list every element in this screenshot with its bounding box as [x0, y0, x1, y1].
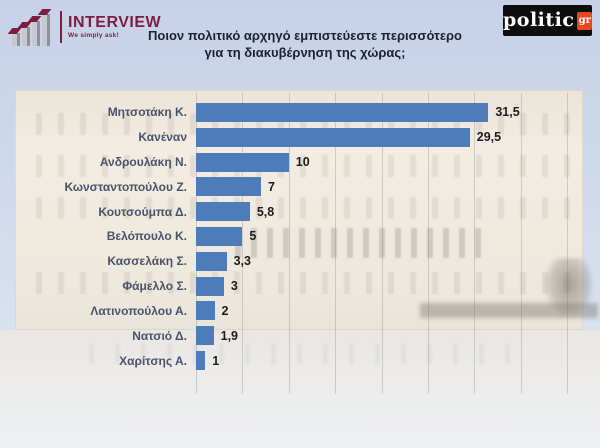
building-window-row: [20, 197, 580, 219]
value-label: 3,3: [233, 254, 251, 269]
gridline: [381, 93, 383, 394]
chart-row: Κανέναν 29,5: [0, 125, 600, 150]
bar: [196, 102, 489, 122]
value-label: 31,5: [495, 105, 520, 120]
category-label: Βελόπουλο Κ.: [106, 229, 187, 244]
building-window-row: [20, 272, 580, 294]
value-label: 5,8: [256, 204, 275, 219]
value-label: 1: [212, 353, 220, 368]
value-label: 2: [221, 303, 229, 318]
interview-bars-icon: [10, 8, 56, 46]
chart-title-line2: για τη διακυβέρνηση της χώρας;: [204, 44, 406, 60]
chart-row: Κασσελάκη Σ. 3,3: [0, 249, 600, 274]
gridline: [335, 93, 337, 394]
chart-rows: Μητσοτάκη Κ. 31,5 Κανέναν 29,5 Ανδρουλάκη Ν.…: [0, 100, 600, 373]
chart-row: Κωνσταντοπούλου Ζ. 7: [0, 174, 600, 199]
interview-logo: INTERVIEW We simply ask!: [10, 8, 161, 46]
gridline: [428, 93, 429, 394]
bar: [196, 177, 261, 197]
interview-wordmark: INTERVIEW: [68, 13, 162, 31]
chart-row: Βελόπουλο Κ. 5: [0, 224, 600, 249]
gridline: [288, 93, 290, 394]
bar: [196, 301, 215, 321]
category-label: Ανδρουλάκη Ν.: [99, 155, 187, 170]
politic-gr-badge: gr: [577, 11, 592, 30]
politic-wordmark: politic: [503, 9, 575, 31]
gridline: [567, 93, 569, 394]
chart-row: Μητσοτάκη Κ. 31,5: [0, 100, 600, 125]
gridline: [474, 93, 476, 394]
value-label: 7: [267, 179, 275, 194]
category-label: Νατσιό Δ.: [132, 328, 187, 343]
value-label: 5: [249, 229, 257, 244]
chart-title: Ποιον πολιτικό αρχηγό εμπιστεύεστε περισ…: [140, 28, 470, 61]
interview-tagline: We simply ask!: [68, 31, 120, 39]
bar: [196, 351, 206, 371]
chart-row: Ανδρουλάκη Ν. 10: [0, 150, 600, 175]
chart-row: Λατινοπούλου Α. 2: [0, 299, 600, 324]
bar: [196, 127, 470, 147]
background-tree: [545, 258, 593, 316]
bar: [196, 251, 227, 271]
bar: [196, 276, 224, 296]
chart-row: Κουτσούμπα Δ. 5,8: [0, 199, 600, 224]
building-colonnade: [235, 228, 485, 258]
gridline: [242, 93, 244, 394]
category-label: Κωνσταντοπούλου Ζ.: [64, 179, 187, 194]
category-label: Λατινοπούλου Α.: [90, 303, 187, 318]
value-label: 10: [295, 155, 310, 170]
chart-row: Φάμελλο Σ. 3: [0, 274, 600, 299]
logo-divider: [60, 11, 62, 43]
bar-chart: Μητσοτάκη Κ. 31,5 Κανέναν 29,5 Ανδρουλάκη Ν.…: [0, 91, 600, 403]
chart-row: Χαρίτσης Α. 1: [0, 348, 600, 373]
category-label: Κουτσούμπα Δ.: [98, 204, 187, 219]
category-label: Κανέναν: [138, 130, 187, 145]
background-people: [90, 344, 510, 364]
bar: [196, 326, 214, 346]
chart-title-line1: Ποιον πολιτικό αρχηγό εμπιστεύεστε περισ…: [148, 28, 462, 43]
value-label: 29,5: [476, 130, 502, 145]
chart-row: Νατσιό Δ. 1,9: [0, 323, 600, 348]
gridline: [520, 93, 522, 394]
bar: [196, 152, 289, 172]
bar: [196, 226, 243, 246]
category-label: Χαρίτσης Α.: [119, 353, 187, 368]
category-label: Φάμελλο Σ.: [122, 279, 187, 294]
politic-logo: politic gr: [503, 5, 592, 36]
category-label: Μητσοτάκη Κ.: [107, 105, 187, 120]
bar: [196, 202, 250, 222]
value-label: 3: [230, 279, 238, 294]
category-label: Κασσελάκη Σ.: [107, 254, 187, 269]
building-window-row: [20, 155, 580, 177]
value-label: 1,9: [220, 328, 239, 343]
background-plaza: [0, 330, 600, 448]
